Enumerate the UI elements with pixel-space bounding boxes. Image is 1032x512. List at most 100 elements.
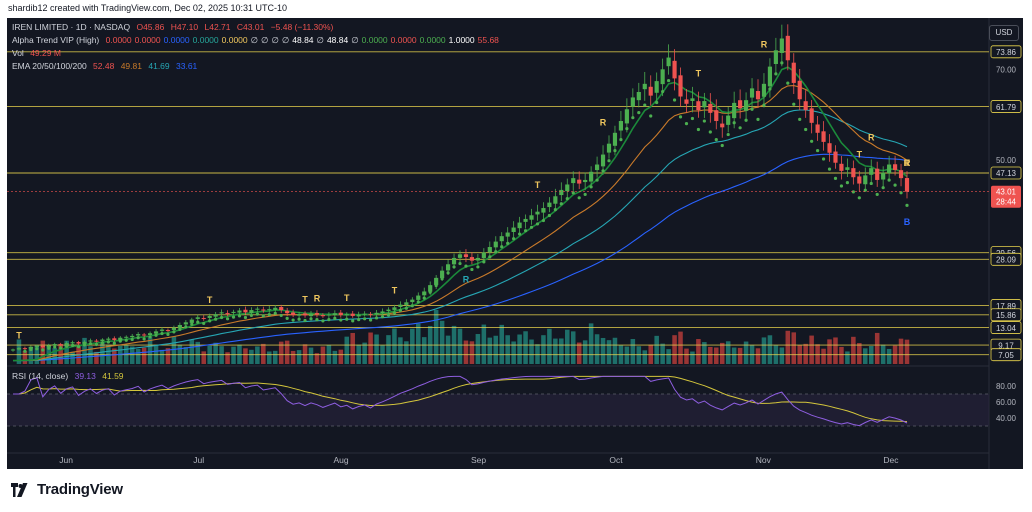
volume-bar: [594, 334, 600, 364]
alpha-trend-dot: [297, 317, 301, 321]
volume-bar: [64, 340, 69, 364]
legend-ema-row: EMA 20/50/100/200 52.48 49.81 41.69 33.6…: [12, 61, 201, 71]
candle-body: [541, 208, 546, 213]
volume-bar: [374, 334, 379, 364]
alpha-trend-dot: [76, 345, 81, 349]
ohlc-close: C43.01: [236, 22, 265, 32]
alpha-trend-value: 1.0000: [448, 35, 475, 45]
candle-body: [273, 307, 278, 310]
volume-bar: [249, 349, 254, 364]
candle: [851, 160, 856, 185]
alpha-trend-dot: [893, 183, 897, 187]
volume-bar: [469, 341, 475, 364]
alpha-trend-value: 55.68: [477, 35, 499, 45]
volume-bar: [171, 336, 177, 364]
candle-body: [201, 317, 206, 319]
candle-body: [213, 314, 218, 317]
alpha-trend-dot: [541, 218, 546, 223]
candle-body: [136, 334, 141, 336]
candle-body: [755, 91, 761, 100]
candle-body: [225, 313, 230, 315]
alpha-trend-dot: [810, 139, 814, 143]
candle: [833, 145, 838, 169]
volume-bar: [845, 351, 850, 364]
level-label-box: [990, 100, 1022, 113]
candle-body: [34, 345, 39, 347]
alpha-trend-dot: [369, 318, 373, 322]
candle-body: [696, 101, 701, 111]
volume-bar: [886, 348, 892, 364]
alpha-trend-dot: [833, 176, 838, 180]
candle: [261, 306, 266, 313]
alpha-trend-dot: [649, 114, 653, 118]
level-label-box: [990, 166, 1022, 180]
candle-body: [684, 99, 689, 104]
candle-body: [314, 313, 320, 315]
candle: [16, 346, 22, 351]
alpha-trend-dot: [333, 316, 337, 320]
candle: [511, 221, 516, 238]
alpha-trend-dot: [684, 121, 689, 126]
volume-bar: [201, 351, 206, 364]
candle: [791, 53, 796, 94]
alpha-trend-dot: [702, 119, 706, 123]
volume-bar: [481, 324, 487, 364]
ema20-value: 52.48: [93, 61, 115, 71]
tradingview-brand: TradingView: [9, 481, 123, 498]
volume-bar: [857, 343, 862, 364]
candle-body: [892, 164, 898, 170]
level-label: 7.05: [990, 348, 1022, 362]
alpha-trend-dot: [196, 320, 200, 324]
time-axis-tick: Jun: [59, 455, 73, 465]
candle-body: [469, 257, 475, 261]
candle-body: [64, 343, 69, 345]
volume-bar: [714, 347, 719, 364]
volume-bar: [904, 339, 910, 364]
alpha-trend-dot: [851, 190, 855, 194]
candle-body: [130, 335, 135, 338]
signal-marker: T: [344, 293, 350, 303]
alpha-trend-dot: [363, 317, 367, 321]
volume-bar: [606, 340, 612, 364]
legend-vol-row: Vol 49.29 M: [12, 48, 65, 58]
candle-body: [291, 312, 296, 316]
volume-bar: [570, 331, 576, 364]
rsi-ma-line: [13, 375, 908, 423]
volume-bar: [559, 338, 564, 364]
candle: [523, 214, 528, 229]
alpha-trend-dot: [714, 138, 718, 142]
price-chart[interactable]: 73.8661.7947.1329.5628.0917.8915.8613.04…: [7, 18, 1023, 469]
candle-body: [565, 184, 570, 192]
candle-body: [583, 179, 588, 183]
candle: [594, 156, 600, 178]
volume-bar: [100, 341, 105, 364]
volume-bar: [267, 351, 272, 364]
alpha-trend-dot: [380, 315, 385, 319]
candle: [565, 178, 570, 199]
candle: [392, 304, 397, 313]
alpha-trend-dot: [708, 130, 712, 134]
candle: [493, 236, 498, 253]
level-label: 13.04: [990, 321, 1022, 334]
alpha-trend-dot: [398, 308, 402, 312]
candle-body: [904, 178, 910, 192]
candle-body: [761, 83, 767, 97]
ema200-line: [13, 153, 908, 362]
alpha-trend-dot: [488, 255, 492, 259]
candle: [302, 311, 308, 318]
ohlc-change: −5.48 (−11.30%): [270, 22, 334, 32]
volume-bar: [159, 349, 165, 364]
candle: [505, 227, 510, 243]
chart-panel[interactable]: 73.8661.7947.1329.5628.0917.8915.8613.04…: [7, 18, 1023, 469]
candle-body: [517, 222, 522, 229]
candle-body: [475, 257, 480, 261]
rsi-ma-value: 41.59: [102, 371, 124, 381]
alpha-trend-dot: [535, 222, 540, 226]
volume-bar: [320, 346, 326, 364]
candle: [690, 86, 695, 113]
volume-bar: [302, 344, 308, 364]
candle: [499, 232, 504, 246]
candle: [475, 254, 480, 266]
currency-button[interactable]: USD: [989, 25, 1019, 41]
signal-marker: T: [207, 295, 213, 305]
